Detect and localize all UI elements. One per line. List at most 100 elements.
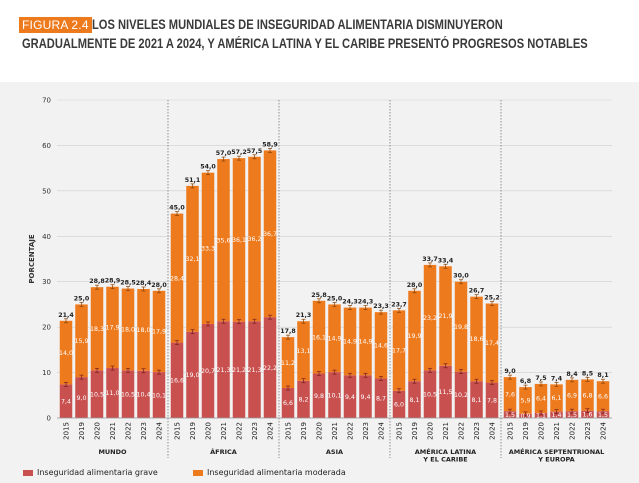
data-label-moderate: 36,2 [247,236,261,243]
data-label-moderate: 5,9 [520,398,530,405]
bar-moderate [423,264,437,371]
group-label: AMÉRICA SEPTENTRIONAL [509,447,605,456]
bar-severe [75,377,88,418]
chart-panel: 0 10 20 30 40 50 60 70 PORCENTAJE 7,4 14,0 21,4 2015… [0,82,639,483]
bar-moderate [596,381,610,412]
data-label-severe: 1,4 [551,412,561,419]
bar-severe [596,411,610,418]
bar-severe [263,317,277,418]
data-label-total: 7,4 [551,375,563,382]
data-label-total: 25,2 [484,295,500,302]
x-tick-label-year: 2021 [220,422,228,440]
y-tick-label: 40 [42,233,51,241]
legend-item-moderate: Inseguridad alimentaria moderada [193,468,346,477]
x-tick-label-year: 2022 [347,422,355,440]
data-label-total: 30,0 [453,273,469,280]
x-tick-label-year: 2020 [427,422,435,440]
x-tick-label-year: 2022 [125,422,133,440]
data-label-moderate: 6,1 [551,395,561,402]
x-tick-label-year: 2023 [362,422,370,440]
data-label-total: 24,3 [358,299,374,306]
bar-moderate [75,304,88,378]
data-label-moderate: 36,1 [232,237,246,244]
data-label-severe: 1,5 [598,412,608,419]
x-tick-label-year: 2019 [78,422,86,440]
data-label-moderate: 18,0 [121,327,135,334]
bar-moderate [297,321,310,381]
data-label-total: 28,9 [105,278,121,285]
group-label: Y EUROPA [537,456,574,464]
group-label: ASIA [326,448,343,456]
bar-severe [503,411,517,418]
header: FIGURA 2.4 LOS NIVELES MUNDIALES DE INSE… [0,0,639,66]
bar-severe [217,321,230,418]
data-label-severe: 9,4 [360,394,370,401]
data-label-moderate: 17,9 [105,325,119,332]
data-label-severe: 1,6 [582,412,592,419]
y-tick-label: 0 [47,415,51,423]
bar-moderate [454,281,468,372]
data-label-moderate: 7,6 [505,391,515,398]
y-tick-label: 30 [42,278,51,286]
bar-moderate [343,307,357,376]
bar-severe [297,380,310,418]
data-label-moderate: 6,9 [567,393,577,400]
data-label-severe: 10,2 [454,392,468,399]
data-label-total: 26,7 [469,288,485,295]
data-label-total: 23,7 [391,301,407,308]
bar-moderate [392,310,406,391]
legend-swatch-severe [23,469,33,476]
stacked-bar-chart: 0 10 20 30 40 50 60 70 PORCENTAJE 7,4 14,0 21,4 2015… [28,97,612,464]
group-label: Y EL CARIBE [422,456,467,464]
bar-moderate [485,303,499,383]
bar-severe [59,384,73,418]
legend-swatch-moderate [193,469,203,476]
data-label-severe: 16,6 [170,377,184,384]
data-label-total: 8,5 [582,370,593,377]
data-label-moderate: 16,1 [312,334,326,341]
data-label-total: 23,3 [373,303,389,310]
data-label-severe: 1,1 [536,413,546,420]
bar-severe [581,410,594,418]
x-tick-label-year: 2019 [411,422,419,440]
bar-moderate [217,159,230,322]
bar-severe [565,411,579,418]
data-label-moderate: 14,0 [59,350,73,357]
data-label-severe: 8,1 [471,397,481,404]
data-label-severe: 9,4 [345,394,355,401]
data-label-moderate: 13,1 [296,348,310,355]
data-label-total: 28,5 [120,280,136,287]
y-tick-label: 60 [42,142,51,150]
bar-moderate [263,150,277,318]
bar-severe [392,390,406,418]
data-label-severe: 21,2 [232,367,246,374]
data-label-moderate: 35,6 [216,237,230,244]
y-tick-label: 50 [42,187,51,195]
data-label-total: 57,2 [231,149,247,156]
bar-moderate [90,287,104,371]
bar-moderate [550,384,563,412]
group-label: MUNDO [98,448,127,456]
data-label-moderate: 15,9 [74,338,88,345]
bar-moderate [519,387,532,414]
bar-severe [121,370,135,418]
bar-severe [534,413,548,418]
bar-severe [186,331,199,418]
data-label-moderate: 28,4 [170,275,184,282]
data-label-moderate: 18,3 [90,326,104,333]
x-tick-label-year: 2015 [396,422,404,440]
data-label-severe: 8,2 [298,397,308,404]
bar-severe [312,373,326,418]
data-label-moderate: 36,7 [263,231,277,238]
data-label-severe: 9,0 [76,395,86,402]
data-label-total: 28,4 [136,280,152,287]
data-label-total: 9,0 [504,368,516,375]
x-tick-label-year: 2019 [189,422,197,440]
y-tick-label: 70 [42,97,51,105]
legend-item-severe: Inseguridad alimentaria grave [23,468,158,477]
x-tick-label-year: 2020 [316,422,324,440]
legend-label-severe: Inseguridad alimentaria grave [37,468,158,477]
data-label-severe: 6,0 [394,402,404,409]
bar-moderate [59,320,73,385]
data-label-severe: 8,1 [409,397,419,404]
